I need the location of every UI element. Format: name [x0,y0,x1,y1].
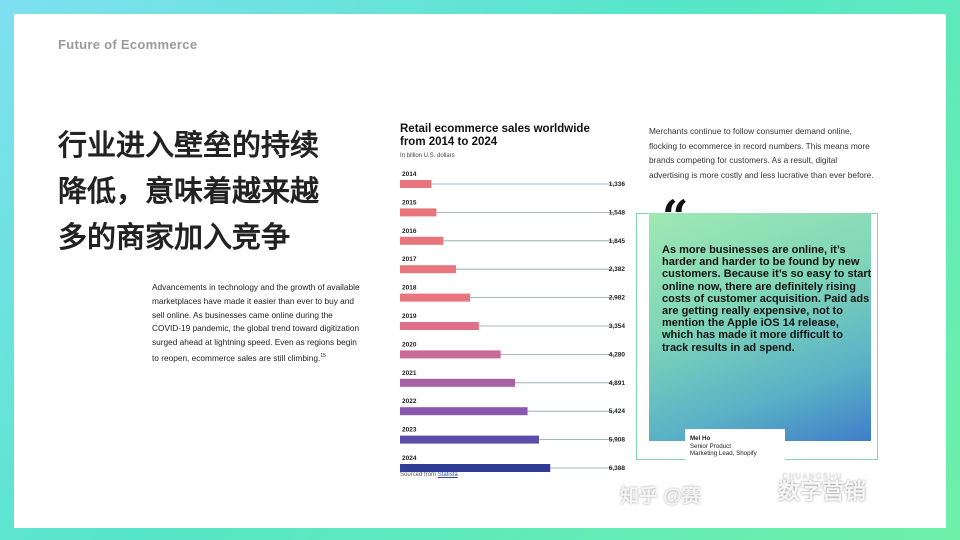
body-paragraph: Advancements in technology and the growt… [152,281,362,366]
source-prefix: Sourced from [400,472,437,478]
value-label: 2,982 [609,295,626,302]
bar [400,407,528,416]
bar-chart: 2014 1,336 2015 1,548 2016 1,845 2017 2,382 2018… [400,171,626,472]
bar [400,293,471,302]
category-label: 2020 [402,341,417,348]
category-label: 2019 [402,313,417,320]
value-label: 3,354 [609,323,626,330]
bar [400,350,501,359]
heading-line: 多的商家加入竞争 [58,220,291,254]
value-label: 1,336 [609,181,626,188]
watermark-logo: 数字营销 [778,479,867,504]
category-label: 2017 [402,256,417,263]
attribution-name: Mel Ho [690,435,711,442]
bar [400,180,432,188]
intro-paragraph: Merchants continue to follow consumer de… [649,126,874,180]
chart-unit-label: In billion U.S. dollars [400,153,455,159]
heading-line: 行业进入壁垒的持续 [58,128,320,162]
bar [400,208,437,217]
category-label: 2021 [402,370,417,377]
chart-title: Retail ecommerce sales worldwide from 20… [400,123,590,148]
value-label: 4,280 [609,351,626,358]
page-heading: 行业进入壁垒的持续 降低，意味着越来越 多的商家加入竞争 [58,122,368,260]
value-label: 4,891 [609,380,626,387]
bar [400,265,457,274]
value-label: 1,548 [609,209,626,216]
heading-line: 降低，意味着越来越 [58,174,320,208]
attribution-role: Senior Product [690,442,731,450]
bar [400,435,539,444]
footnote-marker: 15 [320,352,326,359]
body-paragraph-text: Advancements in technology and the growt… [152,282,360,363]
value-label: 2,382 [609,266,626,273]
bar [400,378,516,387]
watermark-text: 知乎 @赛 [620,486,701,507]
quote-text: As more businesses are online, it’s hard… [662,244,872,354]
value-label: 5,908 [609,437,626,444]
category-label: 2018 [402,285,417,292]
value-label: 1,845 [609,238,626,245]
category-label: 2022 [402,398,417,405]
section-title: Future of Ecommerce [58,37,198,52]
value-label: 5,424 [609,408,626,415]
chart-source: Sourced from Statista [400,472,458,478]
bar [400,464,551,472]
category-label: 2015 [402,199,417,206]
quote-card [649,213,871,441]
bar [400,236,444,245]
category-label: 2014 [402,171,417,178]
watermark-latin: CHUANGSHU [782,472,843,481]
value-label: 6,388 [609,465,626,472]
quote-mark-icon: “ [662,190,689,244]
quote-attribution: Mel Ho Senior Product Marketing Lead, Sh… [685,429,785,473]
source-link[interactable]: Statista [437,472,458,478]
category-label: 2016 [402,228,417,235]
category-label: 2024 [402,455,417,462]
attribution-role: Marketing Lead, Shopify [690,450,757,457]
bar [400,322,479,330]
category-label: 2023 [402,427,417,434]
